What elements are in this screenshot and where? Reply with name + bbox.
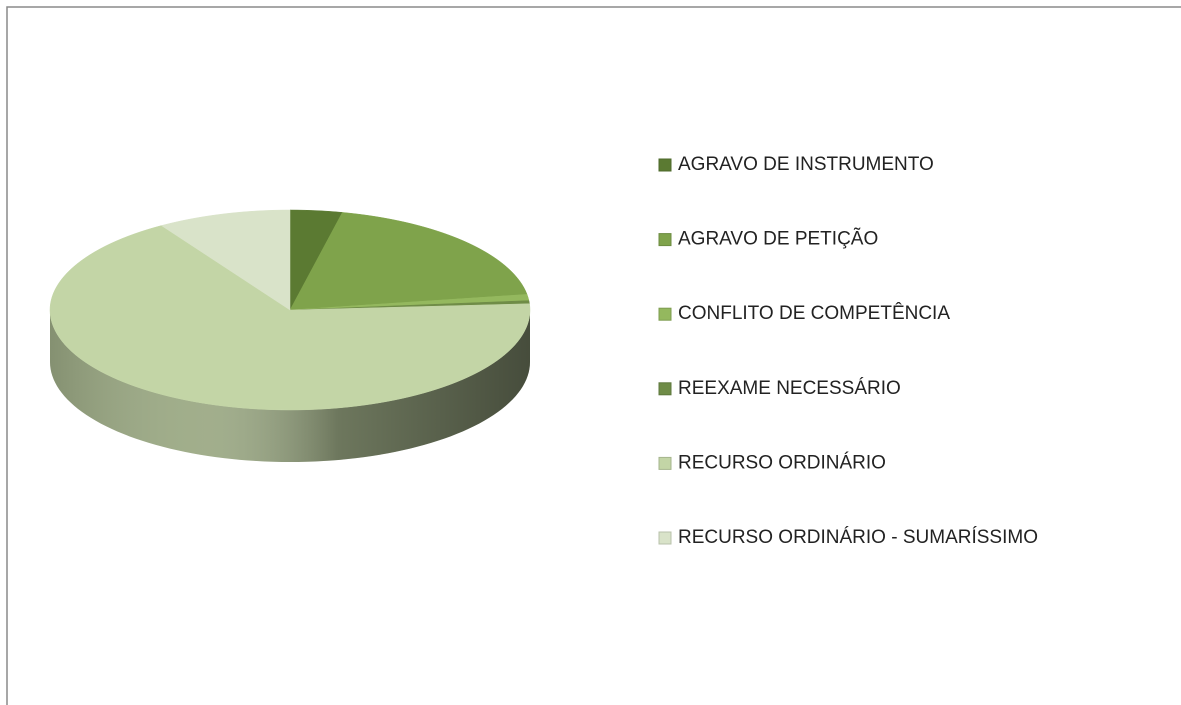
legend-label: AGRAVO DE PETIÇÃO — [678, 228, 878, 250]
side-shade — [50, 310, 530, 462]
slice — [289, 212, 528, 311]
legend-swatch — [658, 307, 672, 321]
legend-label: RECURSO ORDINÁRIO - SUMARÍSSIMO — [678, 527, 1038, 548]
legend-swatch — [658, 158, 672, 172]
slice — [160, 209, 291, 311]
legend-label: AGRAVO DE INSTRUMENTO — [678, 154, 934, 175]
legend-swatch — [658, 233, 672, 247]
legend-swatch — [658, 456, 672, 470]
legend-label: RECURSO ORDINÁRIO — [678, 452, 886, 473]
legend-swatch — [658, 382, 672, 396]
slice — [289, 209, 343, 311]
slice — [49, 225, 531, 411]
legend-label: REEXAME NECESSÁRIO — [678, 378, 901, 399]
legend-label: CONFLITO DE COMPETÊNCIA — [678, 302, 950, 324]
legend-swatch — [658, 531, 672, 545]
